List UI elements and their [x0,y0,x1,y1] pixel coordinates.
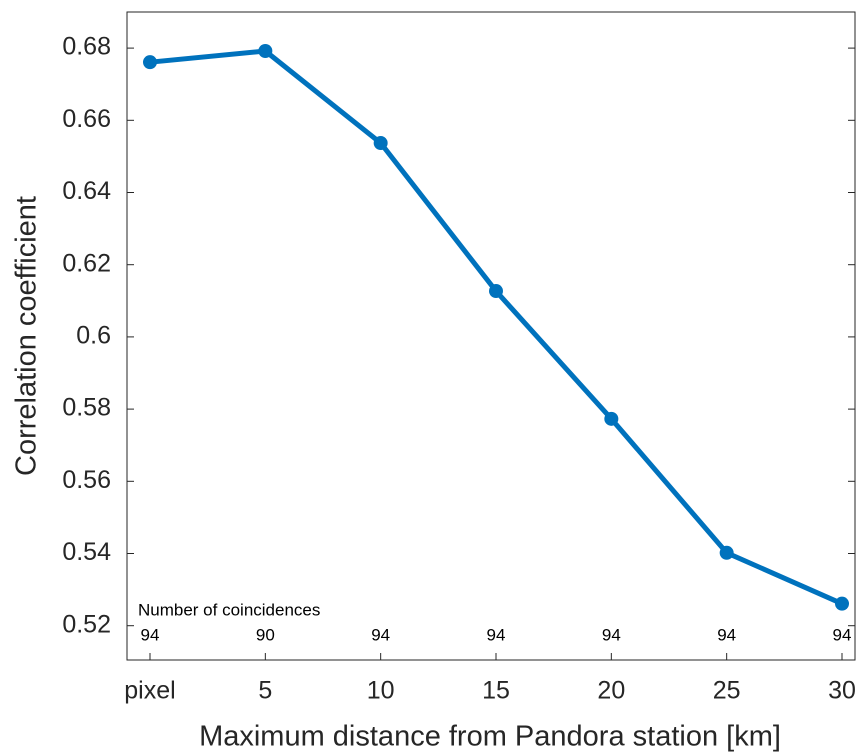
y-tick-label: 0.56 [62,466,111,494]
marker [489,284,503,299]
x-tick-label: 5 [258,677,272,705]
y-tick-label: 0.54 [62,538,111,566]
y-tick-label: 0.68 [62,33,111,61]
x-tick-label: 20 [597,677,625,705]
y-tick-label: 0.52 [62,610,111,638]
x-tick-label: pixel [124,677,175,705]
plot-frame [126,11,856,661]
y-tick-label: 0.66 [62,105,111,133]
x-tick-label: 15 [482,677,510,705]
coincidence-count: 94 [717,625,736,644]
coincidence-count: 94 [371,625,390,644]
x-tick-label: 25 [713,677,741,705]
y-axis-label: Correlation coefficient [11,196,43,476]
coincidence-count: 94 [141,625,160,644]
coincidence-count: 94 [487,625,506,644]
y-tick-label: 0.62 [62,249,111,277]
marker [604,411,619,426]
y-tick-label: 0.6 [76,322,111,350]
marker [258,43,273,58]
x-axis-label: Maximum distance from Pandora station [k… [199,721,781,753]
line [149,48,844,606]
annotation: Number of coincidences [138,600,320,619]
y-tick-label: 0.58 [62,394,111,422]
marker [719,545,734,560]
coincidence-count: 94 [833,625,852,644]
marker [835,596,849,611]
coincidence-count: 94 [602,625,621,644]
marker [143,55,157,70]
y-tick-label: 0.64 [62,177,111,205]
coincidence-count: 90 [256,625,275,644]
x-tick-label: 30 [828,677,856,705]
x-tick-label: 10 [367,677,395,705]
marker [373,136,388,151]
